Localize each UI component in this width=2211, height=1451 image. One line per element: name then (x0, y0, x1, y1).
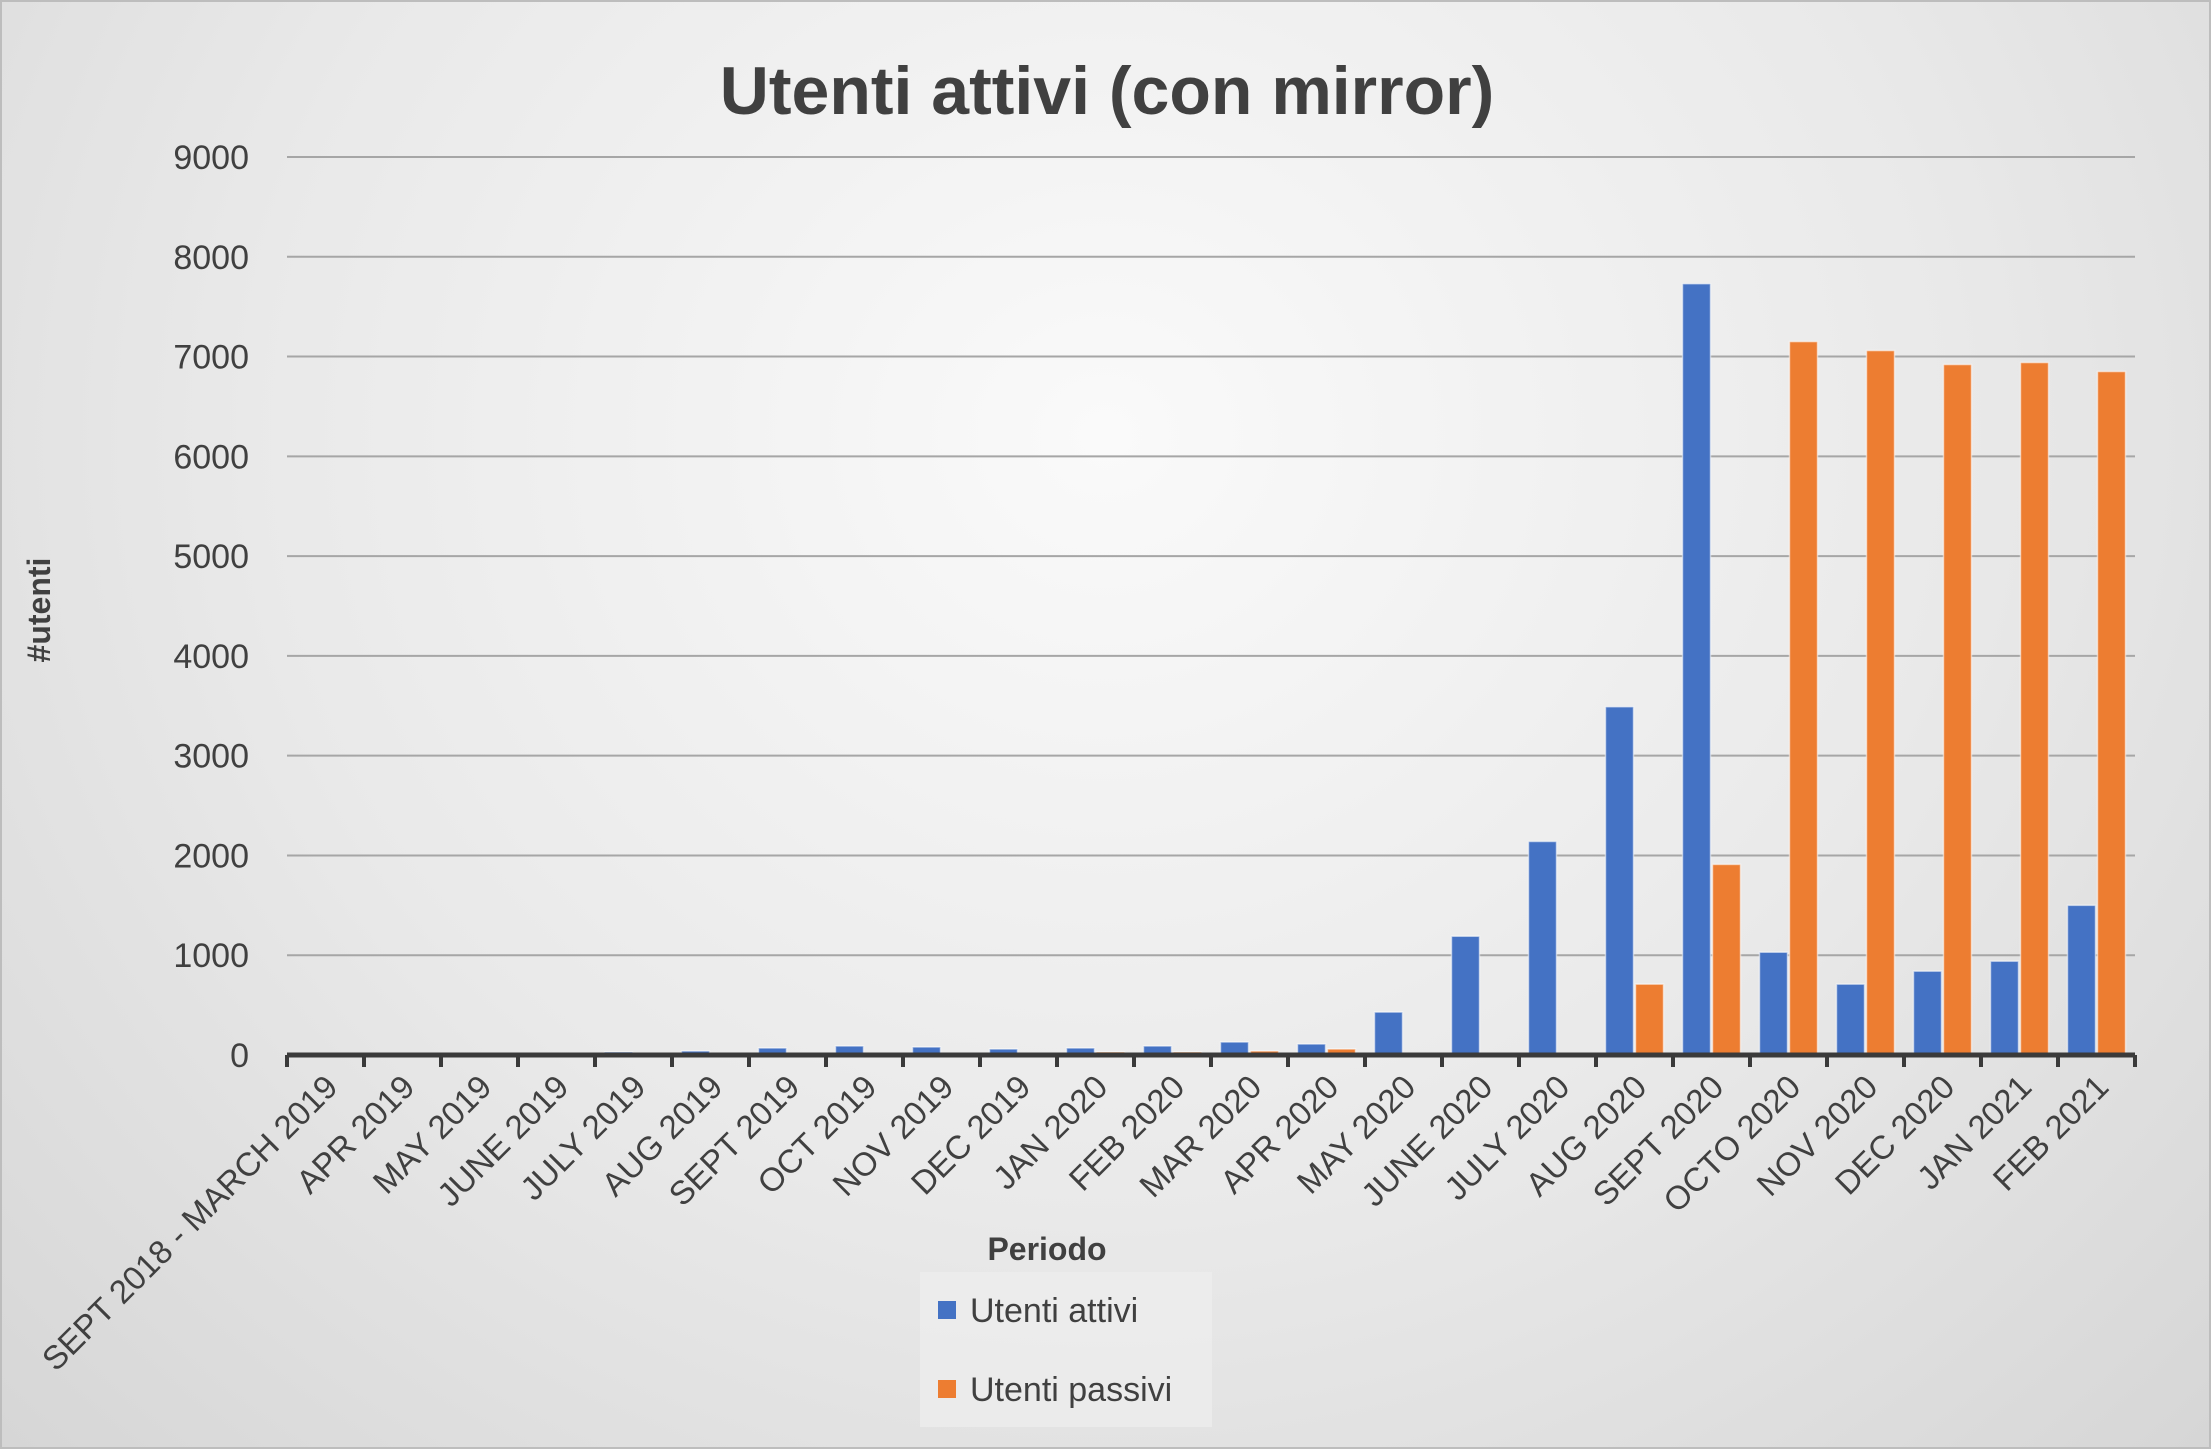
y-tick-label: 2000 (173, 837, 249, 875)
bar-utenti-attivi (1991, 961, 2019, 1055)
bar-utenti-passivi (2098, 372, 2126, 1055)
legend-label-utenti-passivi: Utenti passivi (970, 1371, 1172, 1409)
bar-utenti-attivi (1606, 707, 1634, 1055)
y-tick-label: 8000 (173, 239, 249, 277)
x-axis (287, 1055, 2135, 1067)
bar-utenti-passivi (1944, 365, 1972, 1055)
y-axis-label: #utenti (21, 558, 57, 663)
y-tick-label: 6000 (173, 438, 249, 476)
bar-utenti-attivi (1760, 952, 1788, 1055)
bar-utenti-passivi (1636, 984, 1664, 1055)
x-tick-label: SEPT 2018 - MARCH 2019 (35, 1068, 345, 1378)
bar-utenti-attivi (1837, 984, 1865, 1055)
y-tick-label: 4000 (173, 638, 249, 676)
bar-utenti-attivi (1683, 284, 1711, 1055)
bar-utenti-attivi (1452, 936, 1480, 1055)
legend-swatch-utenti-attivi (938, 1301, 956, 1319)
chart-title: Utenti attivi (con mirror) (720, 53, 1495, 129)
bar-utenti-attivi (2068, 905, 2096, 1055)
legend-swatch-utenti-passivi (938, 1380, 956, 1398)
bar-utenti-passivi (2021, 363, 2049, 1055)
bar-utenti-attivi (1914, 971, 1942, 1055)
bar-utenti-passivi (1790, 342, 1818, 1055)
y-tick-label: 3000 (173, 738, 249, 776)
y-tick-label: 1000 (173, 937, 249, 975)
legend: Utenti attivi Utenti passivi (920, 1272, 1212, 1427)
y-tick-label: 9000 (173, 139, 249, 177)
legend-label-utenti-attivi: Utenti attivi (970, 1292, 1138, 1330)
y-tick-label: 7000 (173, 339, 249, 377)
bars (297, 284, 2126, 1055)
y-tick-label: 0 (230, 1037, 249, 1075)
x-axis-label: Periodo (987, 1231, 1106, 1267)
y-axis-ticks: 0 1000 2000 3000 4000 5000 6000 7000 8000 9000 (173, 139, 249, 1075)
bar-utenti-attivi (1375, 1012, 1403, 1055)
bar-utenti-passivi (1713, 864, 1741, 1055)
y-tick-label: 5000 (173, 538, 249, 576)
gridlines (287, 157, 2135, 955)
bar-utenti-passivi (1867, 351, 1895, 1055)
bar-utenti-attivi (1529, 841, 1557, 1055)
